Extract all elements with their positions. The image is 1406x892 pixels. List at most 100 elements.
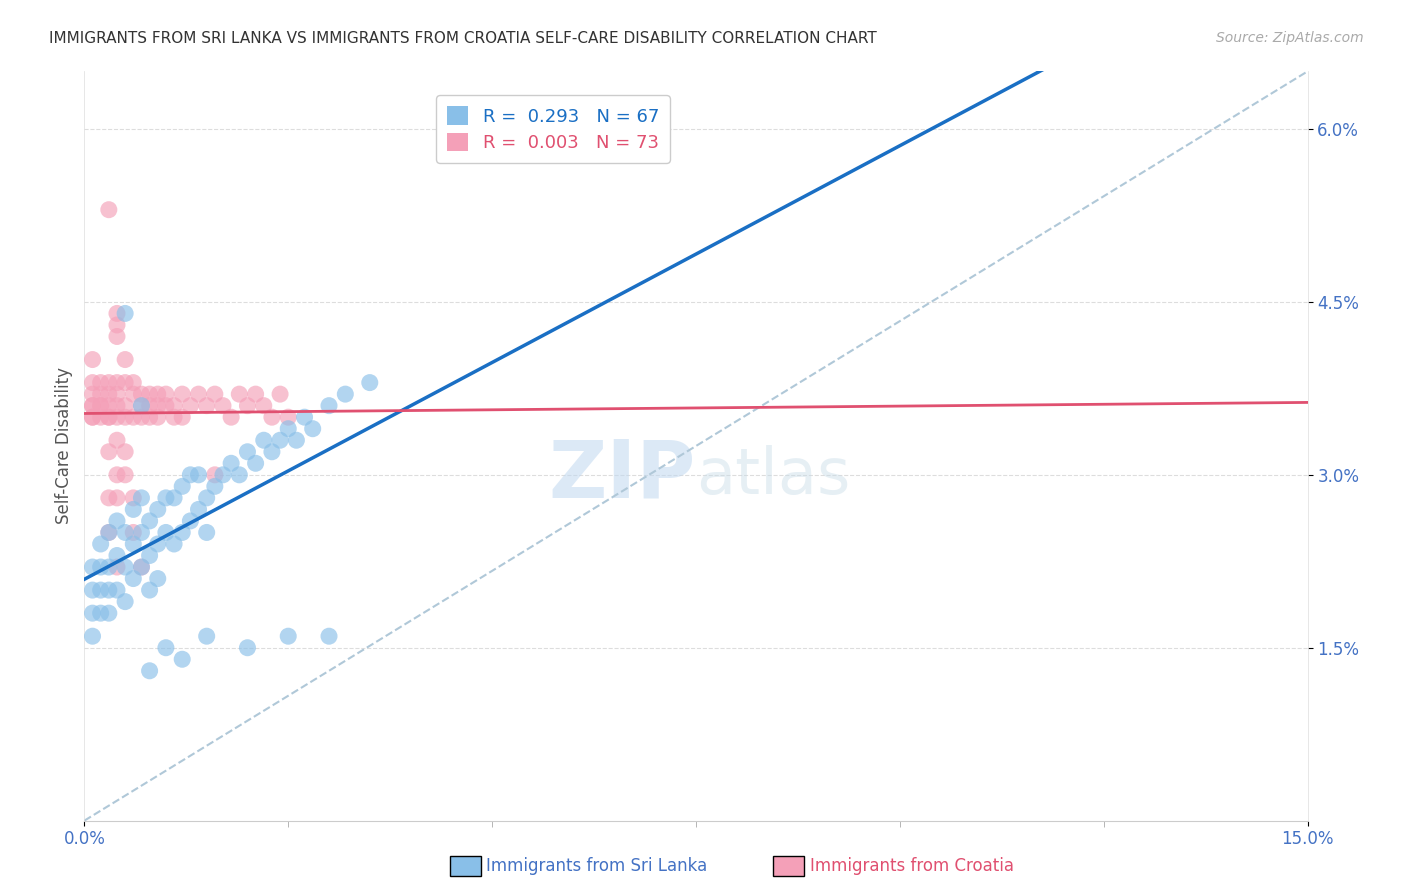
- Point: [82, 629, 104, 643]
- Point: [138, 549, 160, 563]
- Point: [172, 479, 194, 493]
- Point: [195, 491, 218, 505]
- Point: [90, 537, 112, 551]
- Point: [90, 410, 112, 425]
- Point: [179, 399, 201, 413]
- Point: [204, 467, 226, 482]
- Point: [114, 352, 136, 367]
- Point: [301, 422, 323, 436]
- Point: [195, 629, 218, 643]
- Point: [82, 352, 104, 367]
- Point: [97, 202, 120, 217]
- Point: [122, 410, 145, 425]
- Point: [260, 410, 283, 425]
- Point: [82, 606, 104, 620]
- Point: [97, 525, 120, 540]
- Point: [114, 525, 136, 540]
- Point: [236, 399, 259, 413]
- Point: [82, 387, 104, 401]
- Point: [97, 606, 120, 620]
- Point: [253, 434, 276, 448]
- Point: [114, 399, 136, 413]
- Point: [155, 399, 177, 413]
- Point: [359, 376, 381, 390]
- Point: [105, 583, 128, 598]
- Point: [82, 560, 104, 574]
- Point: [122, 387, 145, 401]
- Point: [90, 399, 112, 413]
- Point: [172, 525, 194, 540]
- Point: [97, 399, 120, 413]
- Text: IMMIGRANTS FROM SRI LANKA VS IMMIGRANTS FROM CROATIA SELF-CARE DISABILITY CORREL: IMMIGRANTS FROM SRI LANKA VS IMMIGRANTS …: [49, 31, 877, 46]
- Point: [105, 376, 128, 390]
- Point: [228, 387, 250, 401]
- Point: [105, 467, 128, 482]
- Point: [131, 560, 153, 574]
- Point: [131, 410, 153, 425]
- Point: [114, 376, 136, 390]
- Point: [97, 560, 120, 574]
- Point: [105, 434, 128, 448]
- Point: [285, 434, 308, 448]
- Point: [163, 491, 186, 505]
- Point: [114, 410, 136, 425]
- Point: [146, 387, 169, 401]
- Point: [146, 502, 169, 516]
- Point: [97, 525, 120, 540]
- Point: [114, 594, 136, 608]
- Point: [138, 410, 160, 425]
- Point: [146, 410, 169, 425]
- Point: [179, 514, 201, 528]
- Point: [277, 629, 299, 643]
- Point: [114, 444, 136, 458]
- Point: [187, 467, 209, 482]
- Point: [163, 410, 186, 425]
- Point: [172, 410, 194, 425]
- Point: [97, 583, 120, 598]
- Text: Immigrants from Croatia: Immigrants from Croatia: [810, 857, 1014, 875]
- Point: [114, 306, 136, 320]
- Point: [82, 399, 104, 413]
- Point: [90, 606, 112, 620]
- Point: [253, 399, 276, 413]
- Point: [82, 399, 104, 413]
- Point: [105, 549, 128, 563]
- Text: atlas: atlas: [696, 445, 851, 507]
- Point: [122, 502, 145, 516]
- Text: ZIP: ZIP: [548, 437, 696, 515]
- Point: [138, 399, 160, 413]
- Point: [105, 399, 128, 413]
- Point: [318, 399, 340, 413]
- Point: [335, 387, 357, 401]
- Point: [172, 652, 194, 666]
- Point: [114, 560, 136, 574]
- Point: [204, 387, 226, 401]
- Point: [105, 410, 128, 425]
- Point: [97, 444, 120, 458]
- Point: [212, 399, 235, 413]
- Point: [105, 514, 128, 528]
- Point: [163, 537, 186, 551]
- Legend: R =  0.293   N = 67, R =  0.003   N = 73: R = 0.293 N = 67, R = 0.003 N = 73: [436, 95, 671, 163]
- Point: [179, 467, 201, 482]
- Point: [97, 376, 120, 390]
- Point: [105, 306, 128, 320]
- Point: [114, 467, 136, 482]
- Point: [105, 387, 128, 401]
- Point: [155, 491, 177, 505]
- Point: [97, 410, 120, 425]
- Point: [138, 664, 160, 678]
- Point: [90, 376, 112, 390]
- Point: [155, 525, 177, 540]
- Point: [122, 491, 145, 505]
- Point: [155, 640, 177, 655]
- Point: [90, 399, 112, 413]
- Point: [105, 329, 128, 343]
- Point: [269, 387, 291, 401]
- Point: [277, 422, 299, 436]
- Point: [236, 444, 259, 458]
- Point: [97, 387, 120, 401]
- Point: [138, 387, 160, 401]
- Point: [204, 479, 226, 493]
- Y-axis label: Self-Care Disability: Self-Care Disability: [55, 368, 73, 524]
